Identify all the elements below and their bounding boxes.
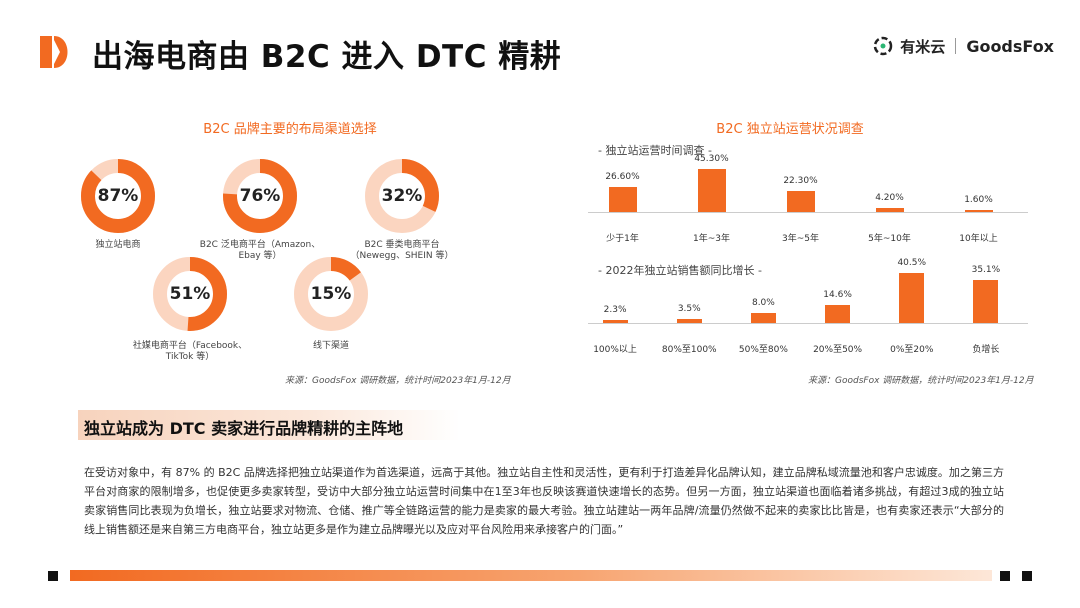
bar-value-label: 26.60% (605, 171, 640, 182)
bar (676, 318, 702, 323)
bar (825, 304, 851, 323)
donut-value: 51% (169, 284, 211, 304)
bar-value-label: 40.5% (897, 258, 927, 268)
bar-category-label: 80%至100% (661, 345, 717, 355)
bar-value-label: 35.1% (971, 264, 1001, 275)
body-paragraph: 在受访对象中，有 87% 的 B2C 品牌选择把独立站渠道作为首选渠道，远高于其… (84, 466, 1004, 536)
bar-value-label: 1.60% (964, 195, 993, 205)
caption-line: 社媒电商平台（Facebook、 (132, 341, 248, 351)
banner-text: 独立站成为 DTC 卖家进行品牌精耕的主阵地 (84, 419, 404, 438)
donut-ring (223, 159, 297, 233)
footer-gradient-bar (70, 570, 992, 581)
donut-value: 32% (381, 186, 423, 206)
caption-line: （Newegg、SHEIN 等） (350, 251, 454, 261)
left-section-title: B2C 品牌主要的布局渠道选择 (203, 122, 377, 137)
bar (899, 273, 925, 323)
caption-line: TikTok 等） (165, 352, 215, 362)
bar-category-label: 1年~3年 (693, 234, 730, 244)
donut-caption: B2C 泛电商平台（Amazon、 Ebay 等） (195, 240, 325, 262)
bar (608, 186, 637, 212)
brand-logos: 有米云 GoodsFox (872, 34, 1054, 58)
bar (973, 279, 999, 323)
footer-square-right (1000, 571, 1010, 581)
bar-category-label: 3年~5年 (782, 234, 819, 244)
page-title: 出海电商由 B2C 进入 DTC 精耕 (92, 39, 562, 75)
donut-caption: B2C 垂类电商平台 （Newegg、SHEIN 等） (340, 240, 464, 262)
donut-ring (153, 257, 227, 331)
donut-caption: 线下渠道 (312, 341, 349, 351)
donut-value: 15% (310, 284, 352, 304)
donut-chart: 32% (364, 158, 440, 234)
brand-goodsfox: GoodsFox (966, 36, 1054, 56)
bar-category-label: 负增长 (972, 345, 1000, 355)
footer-square-right-2 (1022, 571, 1032, 581)
bar (697, 169, 726, 212)
donut-value: 76% (239, 186, 281, 206)
bar (786, 190, 815, 212)
caption-line: Ebay 等） (238, 251, 282, 261)
section-banner: 独立站成为 DTC 卖家进行品牌精耕的主阵地 (78, 410, 460, 440)
left-source-note: 来源：GoodsFox 调研数据，统计时间2023年1月-12月 (285, 376, 511, 386)
donut-chart: 15% (293, 256, 369, 332)
bar (875, 208, 904, 212)
donut-chart: 87% (80, 158, 156, 234)
right-source-note: 来源：GoodsFox 调研数据，统计时间2023年1月-12月 (808, 376, 1034, 386)
bar-category-label: 少于1年 (606, 234, 639, 244)
donut-ring (294, 257, 368, 331)
bar-value-label: 3.5% (677, 303, 701, 314)
brand-youmi: 有米云 (900, 37, 946, 56)
chart1-title: - 独立站运营时间调查 - (598, 144, 712, 157)
right-section-title: B2C 独立站运营状况调查 (716, 122, 864, 137)
bar-category-label: 0%至20% (890, 345, 934, 355)
bar-value-label: 45.30% (694, 154, 729, 164)
donut-chart: 76% (222, 158, 298, 234)
donut-ring (365, 159, 439, 233)
footer-square-left (48, 571, 58, 581)
header: 出海电商由 B2C 进入 DTC 精耕 有米云 GoodsFox (0, 0, 1080, 100)
bar-category-label: 20%至50% (813, 345, 863, 355)
chart2-axis (588, 323, 1028, 324)
chart1-axis (588, 212, 1028, 213)
caption-line: B2C 泛电商平台（Amazon、 (199, 240, 321, 250)
bar-category-label: 100%以上 (593, 345, 637, 355)
donut-value: 87% (97, 186, 139, 206)
donut-caption: 社媒电商平台（Facebook、 TikTok 等） (125, 341, 255, 363)
bar-category-label: 5年~10年 (868, 234, 911, 244)
donut-caption: 独立站电商 (95, 240, 141, 250)
bar-category-label: 50%至80% (738, 345, 788, 355)
bar-value-label: 22.30% (783, 175, 818, 186)
brand-divider (955, 38, 957, 54)
bar-category-label: 10年以上 (959, 234, 998, 244)
bar-value-label: 8.0% (751, 298, 775, 309)
logo-mark-icon (40, 36, 68, 68)
bar (750, 313, 776, 323)
donut-chart: 51% (152, 256, 228, 332)
bar (602, 320, 628, 323)
bar-value-label: 2.3% (603, 305, 627, 316)
bar-value-label: 14.6% (823, 289, 852, 300)
donut-ring (81, 159, 155, 233)
youmi-logo-icon (874, 36, 893, 56)
bar-value-label: 4.20% (875, 193, 904, 203)
bar (964, 210, 993, 212)
caption-line: B2C 垂类电商平台 (364, 240, 440, 250)
chart2-title: - 2022年独立站销售额同比增长 - (598, 264, 762, 277)
